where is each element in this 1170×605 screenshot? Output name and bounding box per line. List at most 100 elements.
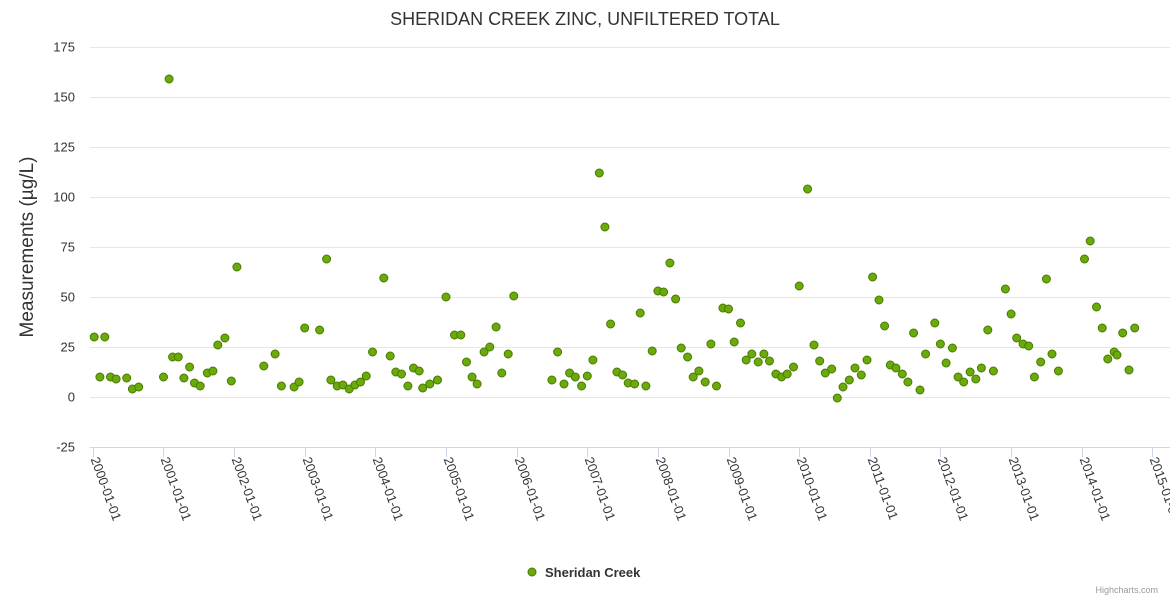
data-point[interactable] [1036, 357, 1046, 367]
data-point[interactable] [600, 222, 610, 232]
data-point[interactable] [326, 375, 336, 385]
data-point[interactable] [803, 184, 813, 194]
data-point[interactable] [618, 370, 628, 380]
data-point[interactable] [1029, 372, 1039, 382]
data-point[interactable] [1080, 254, 1089, 264]
data-point[interactable] [641, 381, 651, 391]
data-point[interactable] [891, 363, 901, 373]
legend[interactable]: Sheridan Creek [527, 565, 641, 580]
data-point[interactable] [909, 328, 919, 338]
data-point[interactable] [594, 168, 604, 178]
data-point[interactable] [1000, 284, 1010, 294]
data-point[interactable] [789, 362, 798, 372]
data-point[interactable] [765, 356, 774, 366]
data-point[interactable] [315, 325, 325, 335]
data-point[interactable] [635, 308, 645, 318]
data-point[interactable] [208, 366, 218, 376]
data-point[interactable] [941, 358, 951, 368]
data-point[interactable] [588, 355, 598, 365]
credits-link[interactable]: Highcharts.com [1095, 585, 1158, 595]
data-point[interactable] [1085, 236, 1095, 246]
data-point[interactable] [815, 356, 825, 366]
data-point[interactable] [259, 361, 269, 371]
data-point[interactable] [95, 372, 105, 382]
data-point[interactable] [688, 372, 698, 382]
data-point[interactable] [122, 373, 132, 383]
data-point[interactable] [971, 374, 981, 384]
data-point[interactable] [1092, 302, 1101, 312]
data-point[interactable] [503, 349, 513, 359]
data-point[interactable] [294, 377, 304, 387]
data-point[interactable] [1024, 341, 1034, 351]
data-point[interactable] [694, 366, 704, 376]
data-point[interactable] [862, 355, 872, 365]
data-point[interactable] [759, 349, 769, 359]
data-point[interactable] [425, 379, 435, 389]
data-point[interactable] [213, 340, 223, 350]
data-point[interactable] [729, 337, 739, 347]
legend-item-sheridan-creek[interactable]: Sheridan Creek [545, 565, 641, 580]
data-point[interactable] [794, 281, 804, 291]
data-point[interactable] [368, 347, 377, 357]
data-point[interactable] [1012, 333, 1022, 343]
data-point[interactable] [467, 372, 477, 382]
data-point[interactable] [844, 375, 854, 385]
data-point[interactable] [832, 393, 842, 403]
data-point[interactable] [338, 380, 348, 390]
data-point[interactable] [983, 325, 993, 335]
data-point[interactable] [856, 370, 866, 380]
data-point[interactable] [976, 363, 986, 373]
data-point[interactable] [441, 292, 451, 302]
data-point[interactable] [462, 357, 471, 367]
data-point[interactable] [185, 362, 195, 372]
data-point[interactable] [356, 377, 365, 387]
data-point[interactable] [226, 376, 236, 386]
data-point[interactable] [497, 368, 507, 378]
data-point[interactable] [671, 294, 681, 304]
data-point[interactable] [232, 262, 242, 272]
data-point[interactable] [553, 347, 563, 357]
data-point[interactable] [485, 342, 495, 352]
data-point[interactable] [1006, 309, 1016, 319]
data-point[interactable] [456, 330, 466, 340]
data-point[interactable] [1041, 274, 1051, 284]
data-point[interactable] [220, 333, 230, 343]
data-point[interactable] [700, 377, 710, 387]
data-point[interactable] [134, 382, 144, 392]
data-point[interactable] [630, 379, 640, 389]
data-point[interactable] [827, 364, 837, 374]
data-point[interactable] [270, 349, 280, 359]
data-point[interactable] [947, 343, 957, 353]
data-point[interactable] [89, 332, 99, 342]
data-point[interactable] [472, 379, 482, 389]
data-point[interactable] [1124, 365, 1134, 375]
data-point[interactable] [100, 332, 110, 342]
data-point[interactable] [880, 321, 890, 331]
data-point[interactable] [322, 254, 332, 264]
data-point[interactable] [959, 377, 969, 387]
data-point[interactable] [897, 369, 907, 379]
data-point[interactable] [724, 304, 733, 314]
data-point[interactable] [915, 385, 925, 395]
data-point[interactable] [403, 381, 413, 391]
data-point[interactable] [179, 373, 189, 383]
data-point[interactable] [570, 372, 580, 382]
data-point[interactable] [164, 74, 174, 84]
data-point[interactable] [676, 343, 686, 353]
data-point[interactable] [582, 371, 592, 381]
data-point[interactable] [195, 381, 205, 391]
data-point[interactable] [1097, 323, 1107, 333]
data-point[interactable] [1118, 328, 1128, 338]
data-point[interactable] [712, 381, 721, 391]
data-point[interactable] [361, 371, 371, 381]
data-point[interactable] [397, 369, 406, 379]
data-point[interactable] [577, 381, 587, 391]
data-point[interactable] [647, 346, 657, 356]
series-sheridan-creek[interactable] [89, 74, 1140, 403]
data-point[interactable] [921, 349, 931, 359]
data-point[interactable] [418, 383, 428, 393]
data-point[interactable] [1047, 349, 1057, 359]
data-point[interactable] [276, 381, 286, 391]
data-point[interactable] [874, 295, 884, 305]
data-point[interactable] [479, 347, 489, 357]
